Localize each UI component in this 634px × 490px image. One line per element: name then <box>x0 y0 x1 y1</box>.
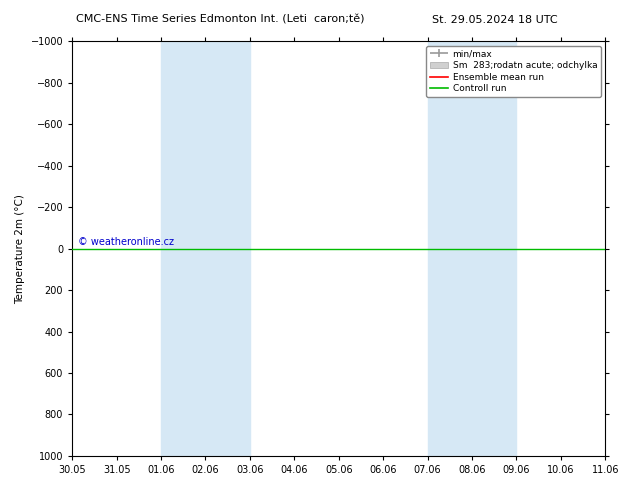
Y-axis label: Temperature 2m (°C): Temperature 2m (°C) <box>15 194 25 303</box>
Legend: min/max, Sm  283;rodatn acute; odchylka, Ensemble mean run, Controll run: min/max, Sm 283;rodatn acute; odchylka, … <box>426 46 601 97</box>
Text: St. 29.05.2024 18 UTC: St. 29.05.2024 18 UTC <box>432 15 558 24</box>
Text: CMC-ENS Time Series Edmonton Int. (Leti  caron;tě): CMC-ENS Time Series Edmonton Int. (Leti … <box>76 15 365 24</box>
Bar <box>161 41 250 456</box>
Bar <box>427 41 517 456</box>
Text: © weatheronline.cz: © weatheronline.cz <box>77 237 174 246</box>
